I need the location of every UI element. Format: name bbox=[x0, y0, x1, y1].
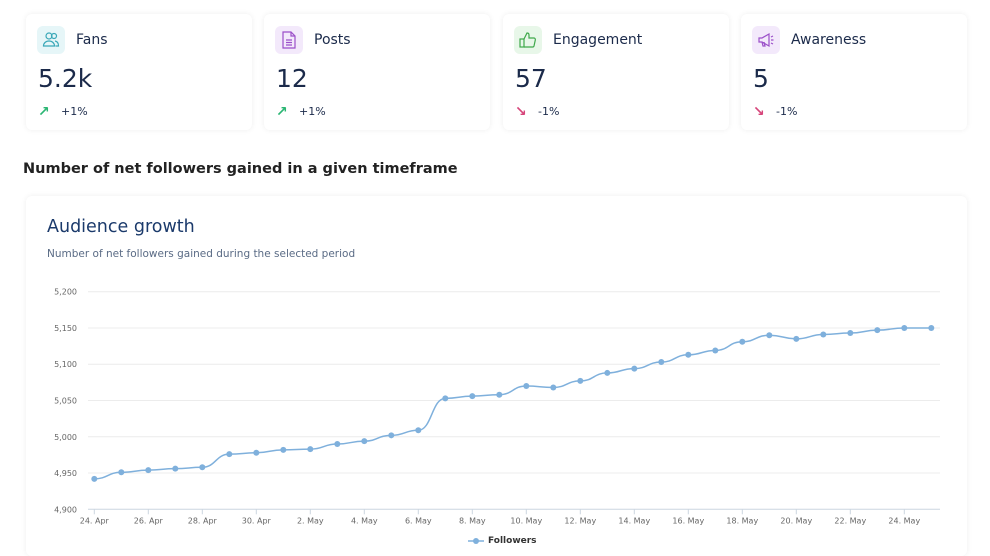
data-point bbox=[847, 330, 854, 337]
section-title: Number of net followers gained in a give… bbox=[23, 161, 458, 177]
y-tick-label: 5,050 bbox=[54, 397, 77, 406]
data-point bbox=[361, 438, 368, 445]
data-point bbox=[253, 449, 260, 456]
data-point bbox=[550, 384, 557, 391]
data-point bbox=[685, 351, 692, 358]
data-point bbox=[901, 324, 908, 331]
y-tick-label: 4,900 bbox=[54, 505, 77, 514]
data-point bbox=[793, 335, 800, 342]
data-point bbox=[172, 465, 179, 472]
audience-growth-card bbox=[26, 196, 967, 556]
thumbs-up-icon bbox=[514, 26, 542, 54]
users-icon bbox=[37, 26, 65, 54]
y-tick-label: 5,200 bbox=[54, 288, 77, 297]
x-tick-label: 20. May bbox=[780, 516, 812, 525]
x-tick-label: 6. May bbox=[405, 516, 432, 525]
data-point bbox=[766, 332, 773, 339]
x-tick-label: 14. May bbox=[618, 516, 650, 525]
data-point bbox=[820, 331, 827, 338]
data-point bbox=[388, 432, 395, 439]
data-point bbox=[226, 451, 233, 458]
x-tick-label: 30. Apr bbox=[242, 516, 272, 525]
data-point bbox=[442, 395, 449, 402]
x-tick-label: 8. May bbox=[459, 516, 486, 525]
card-title: Engagement bbox=[553, 32, 643, 48]
data-point bbox=[577, 377, 584, 384]
x-tick-label: 22. May bbox=[834, 516, 866, 525]
x-tick-label: 4. May bbox=[351, 516, 378, 525]
chart-subtitle: Number of net followers gained during th… bbox=[47, 248, 356, 260]
card-change: +1% bbox=[61, 105, 88, 118]
card-title: Posts bbox=[314, 32, 351, 48]
card-change: -1% bbox=[776, 105, 798, 118]
data-point bbox=[145, 467, 152, 474]
x-tick-label: 28. Apr bbox=[188, 516, 218, 525]
data-point bbox=[604, 369, 611, 376]
stat-card-fans[interactable]: Fans 5.2k ↗ +1% bbox=[26, 14, 252, 130]
x-tick-label: 24. Apr bbox=[80, 516, 110, 525]
document-icon bbox=[275, 26, 303, 54]
chart-title: Audience growth bbox=[47, 217, 195, 237]
card-value: 5.2k bbox=[38, 64, 93, 93]
y-tick-label: 5,150 bbox=[54, 324, 77, 333]
x-tick-label: 10. May bbox=[510, 516, 542, 525]
data-point bbox=[334, 441, 341, 448]
card-title: Awareness bbox=[791, 32, 867, 48]
stat-card-engagement[interactable]: Engagement 57 ↘ -1% bbox=[503, 14, 729, 130]
data-point bbox=[118, 469, 125, 476]
data-point bbox=[307, 446, 314, 453]
x-tick-label: 12. May bbox=[564, 516, 596, 525]
data-point bbox=[415, 427, 422, 434]
x-tick-label: 2. May bbox=[297, 516, 324, 525]
arrow-up-right-icon: ↗ bbox=[276, 104, 288, 120]
y-tick-label: 5,000 bbox=[54, 433, 77, 442]
legend-item-followers[interactable]: Followers bbox=[468, 536, 537, 546]
data-point bbox=[91, 475, 98, 482]
data-point bbox=[712, 347, 719, 354]
data-point bbox=[199, 464, 206, 471]
data-point bbox=[739, 338, 746, 345]
x-tick-label: 18. May bbox=[726, 516, 758, 525]
x-tick-label: 16. May bbox=[672, 516, 704, 525]
arrow-up-right-icon: ↗ bbox=[38, 104, 50, 120]
followers-line bbox=[94, 327, 932, 480]
card-value: 5 bbox=[753, 64, 769, 93]
card-change: +1% bbox=[299, 105, 326, 118]
stat-card-awareness[interactable]: Awareness 5 ↘ -1% bbox=[741, 14, 967, 130]
arrow-down-right-icon: ↘ bbox=[753, 104, 765, 120]
legend-label: Followers bbox=[488, 536, 537, 546]
data-point bbox=[928, 324, 935, 331]
data-point bbox=[631, 365, 638, 372]
x-tick-label: 26. Apr bbox=[134, 516, 164, 525]
megaphone-icon bbox=[752, 26, 780, 54]
card-title: Fans bbox=[76, 32, 108, 48]
card-value: 12 bbox=[276, 64, 308, 93]
x-tick-label: 24. May bbox=[888, 516, 920, 525]
card-value: 57 bbox=[515, 64, 547, 93]
data-point bbox=[469, 393, 476, 400]
stat-card-posts[interactable]: Posts 12 ↗ +1% bbox=[264, 14, 490, 130]
y-tick-label: 4,950 bbox=[54, 469, 77, 478]
data-point bbox=[280, 446, 287, 453]
y-tick-label: 5,100 bbox=[54, 360, 77, 369]
data-point bbox=[523, 382, 530, 389]
data-point bbox=[658, 359, 665, 366]
data-point bbox=[496, 391, 503, 398]
card-change: -1% bbox=[538, 105, 560, 118]
legend-marker-icon bbox=[468, 538, 484, 544]
data-point bbox=[874, 327, 881, 334]
arrow-down-right-icon: ↘ bbox=[515, 104, 527, 120]
